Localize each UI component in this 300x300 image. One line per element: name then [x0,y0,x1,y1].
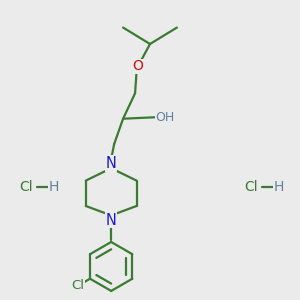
Text: N: N [106,156,117,171]
Text: N: N [106,213,117,228]
Text: O: O [133,59,143,74]
Text: Cl: Cl [245,180,258,194]
Text: Cl: Cl [72,279,85,292]
Text: H: H [48,180,59,194]
Text: H: H [274,180,284,194]
Text: Cl: Cl [19,180,33,194]
Text: OH: OH [155,111,175,124]
